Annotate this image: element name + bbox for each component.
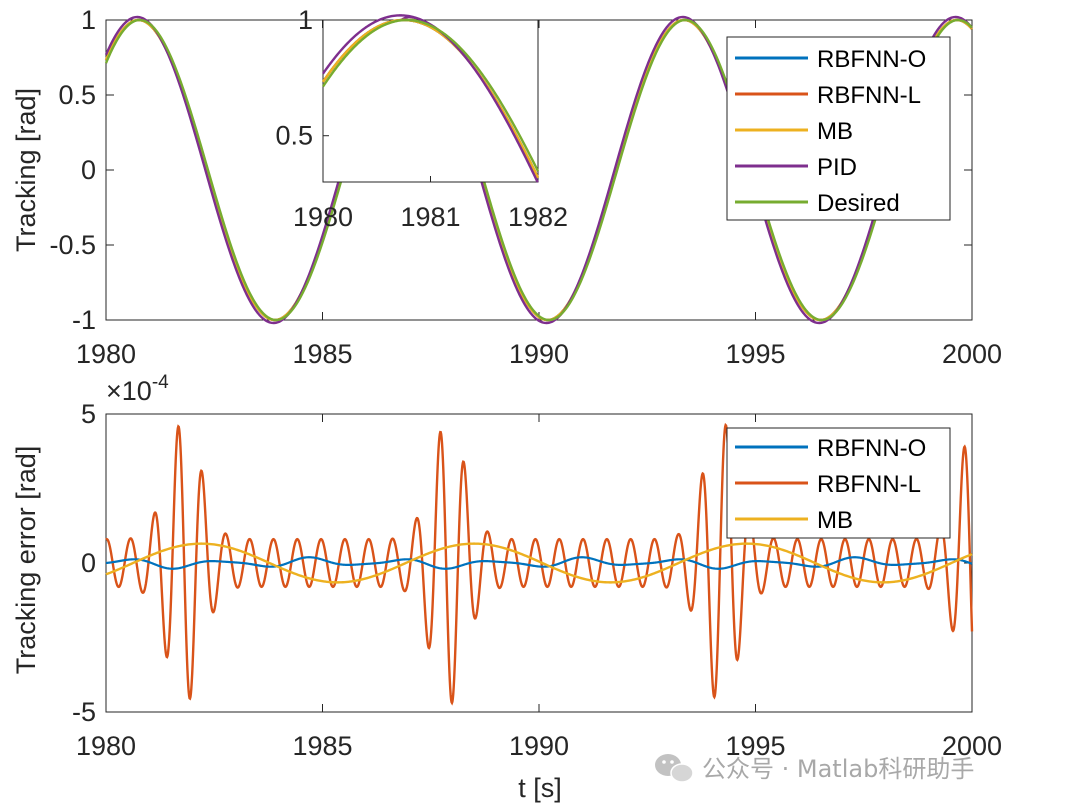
tracking-y-label: Tracking [rad] <box>11 88 41 252</box>
tracking-error-xtick-label: 1980 <box>76 731 136 761</box>
legend2-label-rbfnn-o: RBFNN-O <box>817 435 926 462</box>
inset-ytick-label: 1 <box>298 5 313 35</box>
watermark-text: 公众号 · Matlab科研助手 <box>702 755 974 783</box>
tracking-series-lines <box>104 15 973 325</box>
tracking-error-legend: RBFNN-O RBFNN-L MB <box>726 427 951 539</box>
y-multiplier: ×10-4 <box>106 372 169 406</box>
tracking-x-ticks: 1980 1985 1990 1995 2000 <box>76 20 1002 369</box>
tracking-error-y-ticks: -5 0 5 <box>72 399 972 727</box>
tracking-error-ytick-label: -5 <box>72 697 96 727</box>
tracking-xtick-label: 2000 <box>942 339 1002 369</box>
legend-label-pid: PID <box>817 154 857 181</box>
legend2-label-mb: MB <box>817 507 853 534</box>
inset-ticks: 1980 1981 1982 0.5 1 <box>275 5 568 232</box>
y-multiplier-base: ×10 <box>106 376 152 406</box>
tracking-y-ticks: -1 -0.5 0 0.5 1 <box>49 5 972 335</box>
tracking-xtick-label: 1980 <box>76 339 136 369</box>
legend2-label-rbfnn-l: RBFNN-L <box>817 471 921 498</box>
inset-line-mb <box>322 18 540 179</box>
tracking-xtick-label: 1985 <box>292 339 352 369</box>
tracking-legend: RBFNN-O RBFNN-L MB PID Desired <box>726 36 951 221</box>
tracking-xtick-label: 1995 <box>725 339 785 369</box>
y-multiplier-exponent: -4 <box>152 372 169 393</box>
inset-ytick-label: 0.5 <box>275 121 313 151</box>
tracking-error-x-ticks: 1980 1985 1990 1995 2000 <box>76 414 1002 761</box>
legend-label-desired: Desired <box>817 190 900 217</box>
tracking-error-y-label: Tracking error [rad] <box>11 446 41 675</box>
inset-xtick-label: 1982 <box>508 202 568 232</box>
inset-line-desired <box>322 18 540 172</box>
legend-label-rbfnn-o: RBFNN-O <box>817 46 926 73</box>
tracking-error-line-rbfnn-o <box>105 556 973 570</box>
watermark: 公众号 · Matlab科研助手 <box>655 754 974 783</box>
tracking-error-series-lines <box>105 422 974 706</box>
tracking-error-xtick-label: 1990 <box>509 731 569 761</box>
tracking-ytick-label: 0.5 <box>58 80 96 110</box>
tracking-line-desired <box>104 18 973 322</box>
tracking-ytick-label: 1 <box>81 5 96 35</box>
tracking-error-line-rbfnn-l <box>105 422 974 706</box>
inset-plot-area <box>322 19 539 183</box>
inset-axes: 1980 1981 1982 0.5 1 <box>275 5 568 232</box>
tracking-error-ytick-label: 5 <box>81 399 96 429</box>
inset-xtick-label: 1981 <box>400 202 460 232</box>
tracking-ytick-label: -1 <box>72 305 96 335</box>
legend-label-rbfnn-l: RBFNN-L <box>817 82 921 109</box>
wechat-icon <box>655 754 694 783</box>
x-axis-label: t [s] <box>518 773 562 803</box>
tracking-error-xtick-label: 2000 <box>942 731 1002 761</box>
inset-xtick-label: 1980 <box>293 202 353 232</box>
tracking-xtick-label: 1990 <box>509 339 569 369</box>
tracking-ytick-label: -0.5 <box>49 230 96 260</box>
inset-series-lines <box>322 14 540 183</box>
tracking-error-line-mb <box>105 542 973 584</box>
tracking-error-ytick-label: 0 <box>81 548 96 578</box>
legend-label-mb: MB <box>817 118 853 145</box>
tracking-error-xtick-label: 1985 <box>292 731 352 761</box>
tracking-ytick-label: 0 <box>81 155 96 185</box>
tracking-error-xtick-label: 1995 <box>725 731 785 761</box>
tracking-line-pid <box>104 15 973 325</box>
